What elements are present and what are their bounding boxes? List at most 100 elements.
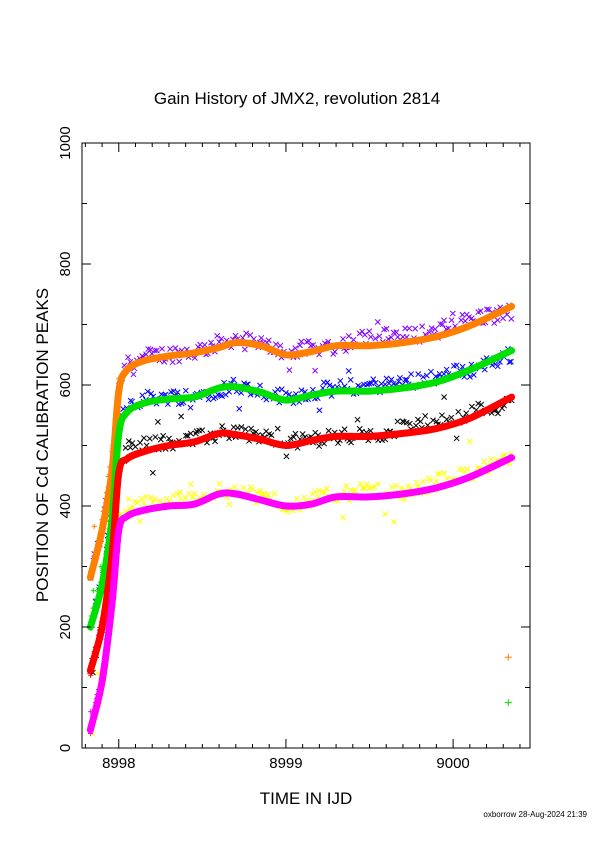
marker-stroke xyxy=(324,379,331,386)
x-marker xyxy=(258,334,265,341)
marker-stroke xyxy=(298,387,305,394)
marker-stroke xyxy=(466,373,473,380)
x-marker xyxy=(316,407,323,414)
marker-stroke xyxy=(121,362,128,369)
marker-stroke xyxy=(152,495,158,502)
x-marker xyxy=(248,425,255,432)
marker-stroke xyxy=(94,670,101,677)
x-marker xyxy=(145,346,152,352)
x-marker xyxy=(326,382,333,389)
x-marker xyxy=(283,453,290,460)
x-marker xyxy=(464,466,471,473)
x-marker xyxy=(419,323,426,330)
x-marker xyxy=(422,413,429,419)
x-marker xyxy=(243,330,250,337)
x-marker xyxy=(361,331,368,338)
footer-stamp: oxborrow 28-Aug-2024 21:39 xyxy=(483,810,587,819)
marker-stroke xyxy=(430,417,437,424)
x-marker xyxy=(366,328,373,335)
marker-stroke xyxy=(455,408,462,415)
x-marker xyxy=(443,416,450,423)
x-marker xyxy=(335,440,341,447)
marker-stroke xyxy=(297,342,303,349)
marker-stroke xyxy=(388,376,395,383)
marker-stroke xyxy=(187,430,194,437)
x-marker xyxy=(340,514,347,521)
x-marker xyxy=(406,325,413,332)
marker-stroke xyxy=(247,332,254,339)
marker-stroke xyxy=(386,380,393,387)
x-marker xyxy=(160,432,167,439)
x-marker xyxy=(331,348,338,355)
marker-stroke xyxy=(185,490,192,497)
marker-stroke xyxy=(204,439,210,446)
x-marker xyxy=(394,418,401,425)
x-marker xyxy=(436,370,443,377)
x-marker xyxy=(199,427,206,434)
marker-stroke xyxy=(234,424,241,431)
x-marker xyxy=(214,391,221,398)
marker-stroke xyxy=(132,498,139,505)
marker-stroke xyxy=(357,480,364,487)
marker-stroke xyxy=(436,470,443,477)
x-marker xyxy=(287,435,294,442)
x-marker xyxy=(219,393,225,400)
marker-stroke xyxy=(140,500,147,507)
marker-stroke xyxy=(243,330,250,337)
marker-stroke xyxy=(449,310,456,317)
x-marker xyxy=(219,423,226,430)
marker-stroke xyxy=(319,488,326,495)
marker-stroke xyxy=(177,489,184,496)
x-marker xyxy=(337,377,344,384)
x-marker xyxy=(201,341,208,348)
marker-stroke xyxy=(248,425,255,432)
x-marker xyxy=(140,500,147,507)
plus-marker xyxy=(91,523,97,529)
plus-marker xyxy=(504,699,512,707)
marker-stroke xyxy=(433,478,440,485)
marker-stroke xyxy=(383,325,390,332)
marker-stroke xyxy=(278,386,285,393)
marker-stroke xyxy=(315,493,322,500)
marker-stroke xyxy=(263,428,270,435)
y-tick-label: 200 xyxy=(57,614,74,639)
marker-stroke xyxy=(265,337,272,344)
marker-stroke xyxy=(372,379,379,386)
x-marker xyxy=(433,418,440,425)
marker-stroke xyxy=(401,496,408,503)
marker-stroke xyxy=(172,345,179,352)
marker-stroke xyxy=(340,335,346,342)
marker-stroke xyxy=(340,514,347,521)
marker-stroke xyxy=(144,388,151,395)
x-marker xyxy=(130,371,137,378)
marker-stroke xyxy=(149,469,156,476)
marker-stroke xyxy=(473,406,480,413)
marker-stroke xyxy=(199,427,206,434)
fit-curve xyxy=(86,393,516,675)
x-marker xyxy=(397,374,403,381)
marker-stroke xyxy=(374,319,381,325)
x-marker xyxy=(370,376,377,383)
marker-stroke xyxy=(485,306,492,313)
x-marker xyxy=(241,346,248,353)
marker-stroke xyxy=(345,367,352,374)
marker-stroke xyxy=(323,485,330,492)
x-marker xyxy=(292,430,299,437)
marker-stroke xyxy=(277,342,284,349)
x-marker xyxy=(453,435,460,442)
marker-stroke xyxy=(452,323,459,330)
marker-stroke xyxy=(445,325,452,332)
marker-stroke xyxy=(417,418,424,425)
marker-stroke xyxy=(316,487,323,494)
marker-stroke xyxy=(456,466,463,473)
x-marker xyxy=(299,431,306,438)
x-marker xyxy=(316,487,323,494)
x-marker xyxy=(226,501,233,508)
x-marker xyxy=(478,401,485,408)
x-marker xyxy=(466,438,473,445)
marker-stroke xyxy=(496,358,503,365)
x-marker xyxy=(453,362,460,369)
x-marker xyxy=(144,388,151,395)
x-marker xyxy=(441,469,448,476)
x-marker xyxy=(340,335,346,342)
